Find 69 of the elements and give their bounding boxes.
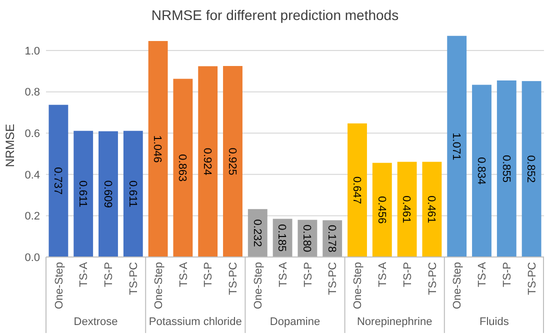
y-tick-label: 0.2	[24, 210, 40, 223]
chart-title: NRMSE for different prediction methods	[151, 7, 399, 23]
x-tick-label: TS-A	[277, 261, 290, 288]
data-label: 0.855	[500, 154, 512, 182]
text: Norepinephrine	[356, 316, 432, 328]
x-tick-label: TS-P	[402, 262, 414, 288]
y-tick-label: 0.0	[24, 252, 40, 264]
data-label: 0.647	[350, 176, 362, 204]
bar	[148, 41, 168, 257]
bar	[123, 130, 143, 257]
x-tick-label: One-Step	[152, 262, 165, 310]
x-tick-label: One-Step	[352, 262, 364, 310]
data-label: 0.456	[375, 196, 388, 224]
data-label: 0.461	[425, 196, 438, 224]
y-axis-title: NRMSE	[3, 124, 17, 168]
data-label: 1.071	[450, 132, 462, 160]
x-tick-label: TS-P	[202, 262, 215, 288]
text: Dextrose	[74, 316, 118, 328]
x-tick-label: One-Step	[53, 262, 66, 310]
x-tick-label: TS-A	[78, 261, 90, 288]
y-tick-label: 0.4	[24, 169, 40, 182]
data-label: 0.924	[201, 148, 213, 176]
data-label: 0.178	[326, 224, 338, 252]
bar	[397, 162, 417, 257]
x-tick-label: TS-PC	[128, 262, 140, 295]
data-label: 0.925	[226, 148, 238, 176]
x-tick-label: TS-A	[476, 261, 489, 288]
data-label: 0.180	[300, 224, 313, 252]
bar	[98, 131, 118, 257]
data-label: 0.461	[400, 196, 412, 224]
y-tick-label: 1.0	[24, 45, 40, 58]
x-tick-label: One-Step	[252, 262, 264, 310]
text: Potassium chloride	[148, 316, 242, 328]
x-tick-label: One-Step	[452, 262, 464, 310]
data-label: 0.609	[101, 180, 114, 208]
text: Dopamine	[270, 316, 320, 328]
data-label: 0.737	[52, 167, 64, 195]
data-label: 1.046	[151, 135, 164, 163]
bar	[223, 66, 242, 257]
x-tick-label: TS-PC	[526, 262, 538, 295]
bar	[348, 123, 367, 257]
bar	[173, 78, 193, 257]
data-label: 0.611	[126, 180, 138, 208]
bar	[74, 130, 94, 257]
x-tick-label: TS-PC	[327, 262, 340, 295]
bar	[496, 80, 516, 257]
data-label: 0.232	[250, 219, 263, 247]
data-label: 0.863	[176, 154, 188, 182]
x-tick-label: TS-PC	[228, 262, 240, 295]
bar	[447, 36, 467, 257]
bar	[422, 162, 442, 257]
x-tick-label: TS-PC	[426, 262, 439, 295]
text: Fluids	[480, 316, 510, 328]
x-tick-label: TS-A	[377, 261, 389, 288]
data-label: 0.834	[474, 157, 487, 185]
y-tick-label: 0.8	[24, 86, 40, 99]
bar	[48, 104, 68, 257]
bar	[522, 81, 542, 257]
x-tick-label: TS-P	[502, 262, 514, 288]
bar	[198, 66, 218, 257]
bar	[372, 162, 392, 257]
bar	[472, 84, 492, 257]
x-tick-label: TS-P	[302, 262, 314, 288]
x-tick-label: TS-P	[103, 262, 116, 288]
x-tick-label: TS-A	[178, 261, 190, 288]
data-label: 0.852	[524, 155, 537, 183]
data-label: 0.611	[76, 180, 88, 208]
data-label: 0.185	[276, 224, 288, 252]
y-tick-label: 0.6	[24, 128, 40, 140]
